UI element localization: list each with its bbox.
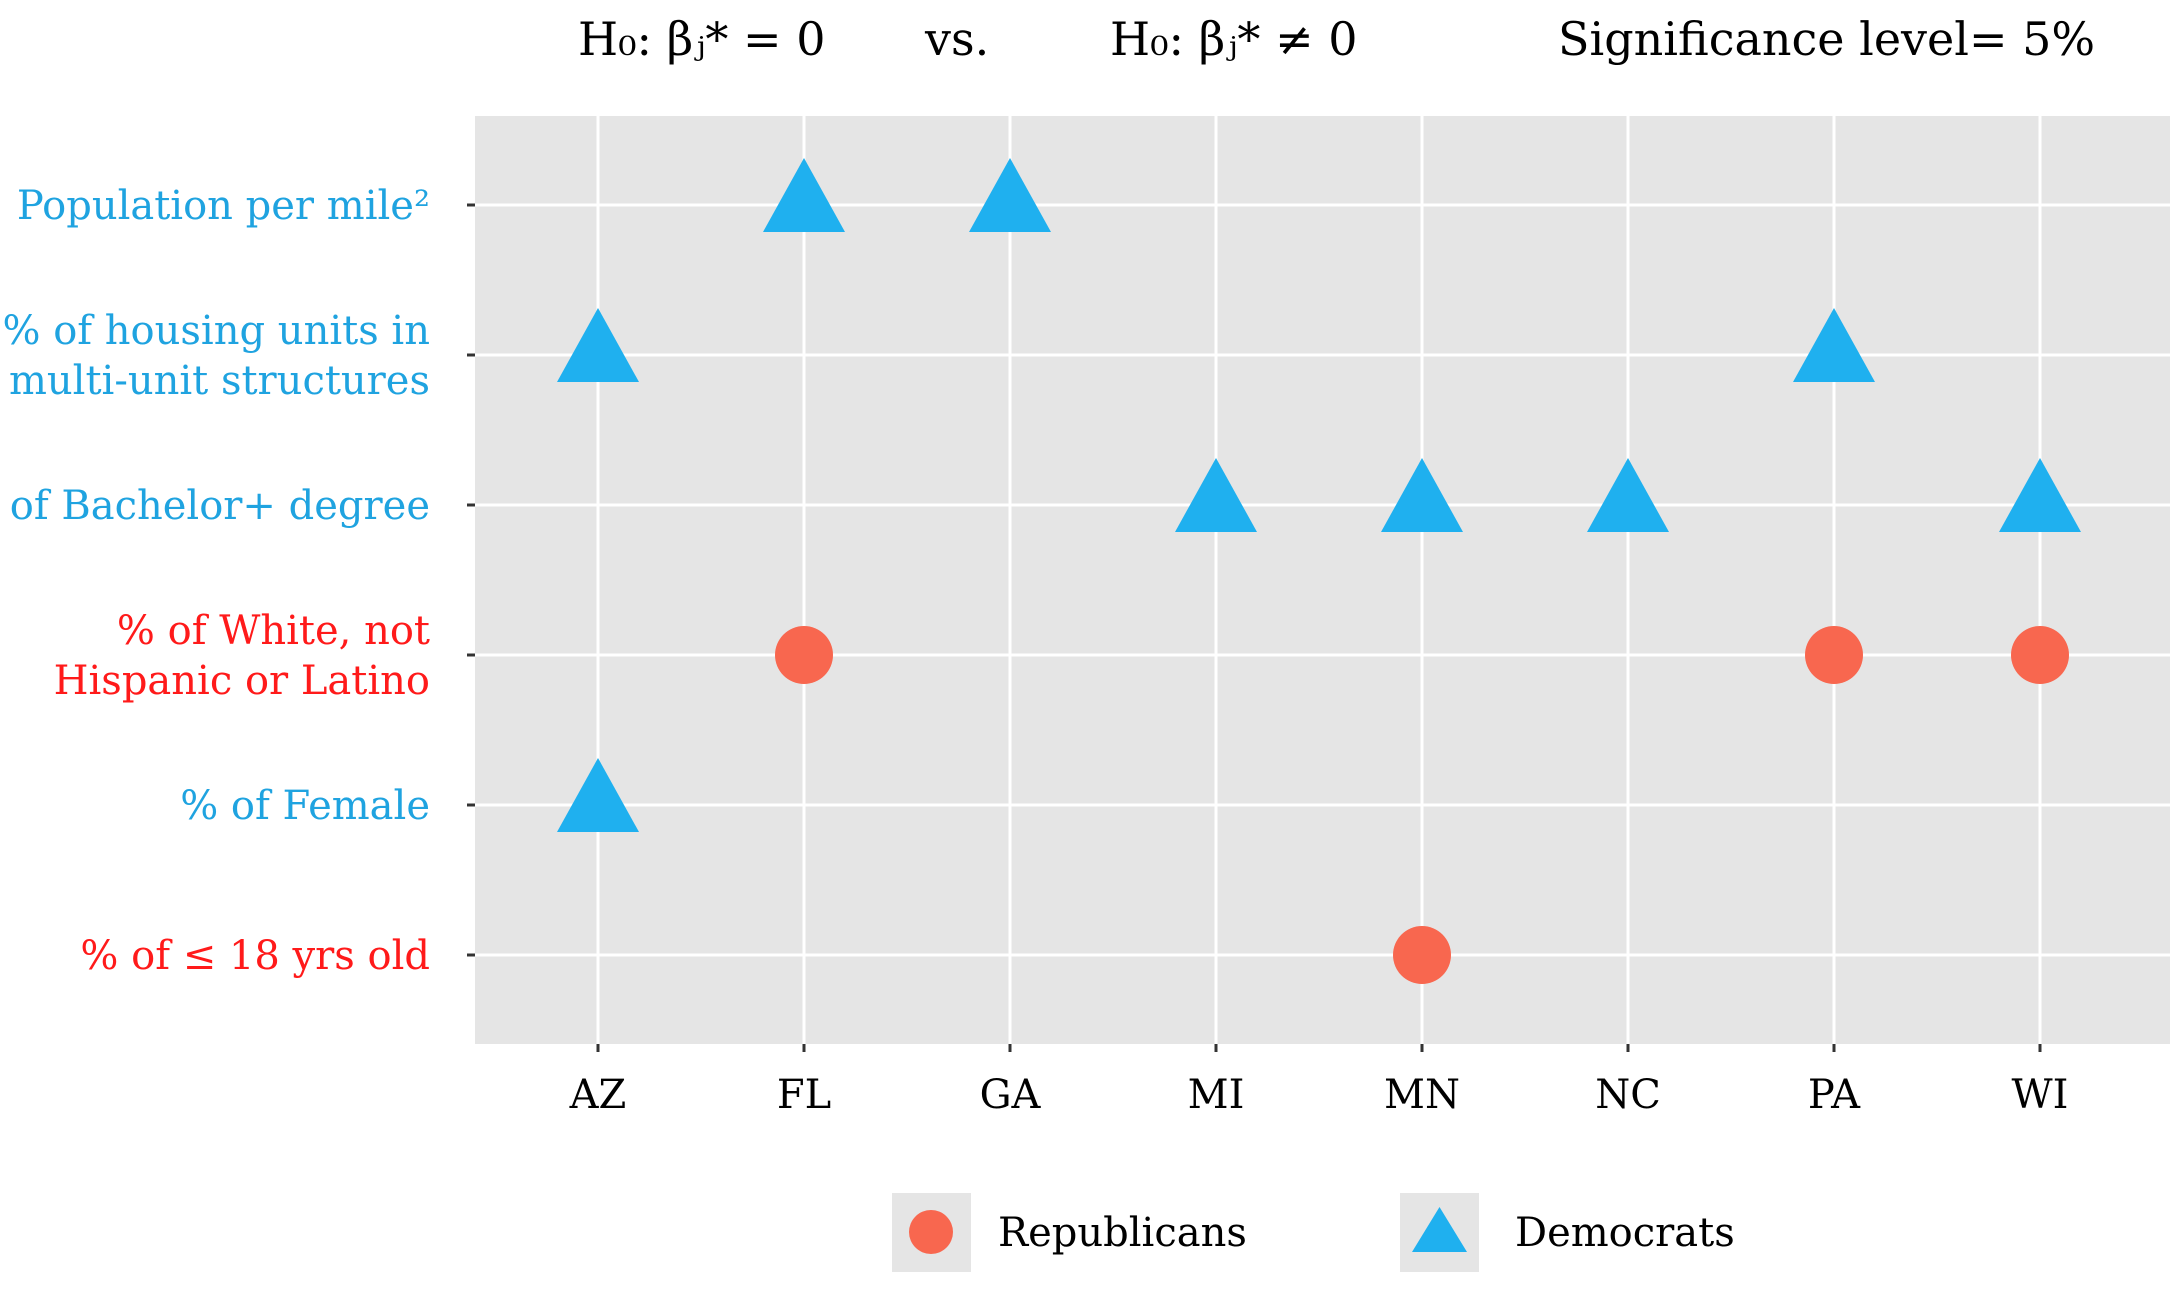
- y-label-line: % of Female: [180, 783, 430, 829]
- democrat-point-nc: [1587, 458, 1669, 532]
- data-markers: [557, 158, 2081, 984]
- democrat-point-ga: [969, 158, 1051, 232]
- legend-label-democrats: Democrats: [1515, 1210, 1735, 1256]
- y-axis-ticks: [467, 203, 475, 957]
- y-label-line: % of housing units in: [2, 308, 430, 354]
- y-label-of-18-yrs-old: % of ≤ 18 yrs old: [80, 933, 430, 979]
- x-label-ga: GA: [980, 1072, 1042, 1118]
- republican-point-fl: [775, 626, 833, 684]
- legend: Republicans Democrats: [892, 1193, 1735, 1272]
- y-label-of-housing-units-in-multi-unit-structures: % of housing units in multi-unit structur…: [2, 308, 430, 404]
- x-axis-labels: AZ FL GA MI MN NC PA WI: [569, 1072, 2069, 1118]
- republican-circle-icon: [909, 1210, 953, 1254]
- y-label-line: multi-unit structures: [9, 358, 430, 404]
- y-label-line: % of White, not: [117, 608, 430, 654]
- y-label-population-per-mile: Population per mile²: [17, 183, 430, 229]
- x-label-pa: PA: [1808, 1072, 1861, 1118]
- y-axis-labels: Population per mile² % of housing units i…: [0, 183, 430, 979]
- democrat-triangle-icon: [1412, 1207, 1467, 1252]
- x-label-fl: FL: [777, 1072, 831, 1118]
- x-axis-ticks: [596, 1044, 2042, 1052]
- democrat-point-pa: [1793, 308, 1875, 382]
- hypothesis-vs: vs.: [924, 12, 989, 66]
- y-label-line: % of Bachelor+ degree: [0, 483, 430, 529]
- republican-point-mn: [1393, 926, 1451, 984]
- hypothesis-null: H₀: βⱼ* = 0: [578, 12, 825, 66]
- hypothesis-alternative: H₀: βⱼ* ≠ 0: [1110, 12, 1357, 66]
- x-label-mi: MI: [1188, 1072, 1245, 1118]
- y-label-line: % of ≤ 18 yrs old: [80, 933, 430, 979]
- legend-label-republicans: Republicans: [998, 1210, 1247, 1256]
- democrat-point-az: [557, 308, 639, 382]
- significance-level: Significance level= 5%: [1558, 12, 2095, 66]
- y-label-line: Population per mile²: [17, 183, 430, 229]
- democrat-point-wi: [1999, 458, 2081, 532]
- y-label-of-female: % of Female: [180, 783, 430, 829]
- democrat-point-fl: [763, 158, 845, 232]
- plot-panel: [475, 116, 2170, 1044]
- x-label-az: AZ: [569, 1072, 627, 1118]
- x-label-mn: MN: [1384, 1072, 1460, 1118]
- democrat-point-az: [557, 758, 639, 832]
- republican-point-pa: [1805, 626, 1863, 684]
- y-label-of-white-not-hispanic-or-latino: % of White, not Hispanic or Latino: [54, 608, 430, 704]
- x-label-nc: NC: [1595, 1072, 1661, 1118]
- democrat-point-mn: [1381, 458, 1463, 532]
- y-label-line: Hispanic or Latino: [54, 658, 430, 704]
- republican-point-wi: [2011, 626, 2069, 684]
- democrat-point-mi: [1175, 458, 1257, 532]
- x-label-wi: WI: [2012, 1072, 2069, 1118]
- grid-lines: [475, 116, 2170, 1044]
- y-label-of-bachelor-degree: % of Bachelor+ degree: [0, 483, 430, 529]
